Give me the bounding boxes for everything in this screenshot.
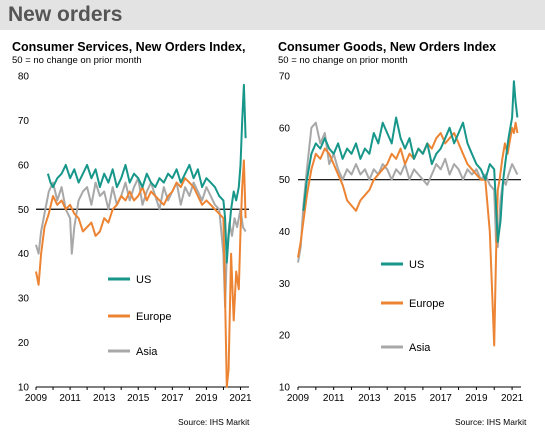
left-xtick-label: 2019 — [195, 393, 218, 404]
right-chart-title: Consumer Goods, New Orders Index — [278, 40, 497, 54]
left-ytick-label: 50 — [18, 205, 30, 216]
left-xtick-label: 2015 — [127, 393, 150, 404]
right-ytick-label: 50 — [279, 175, 291, 186]
left-legend-label-us: US — [136, 274, 151, 286]
right-xtick-label: 2013 — [358, 393, 381, 404]
left-xtick-label: 2013 — [93, 393, 116, 404]
header-bar — [0, 0, 545, 30]
left-legend-label-europe: Europe — [136, 311, 171, 323]
right-chart-source: Source: IHS Markit — [455, 417, 527, 427]
left-ytick-label: 60 — [18, 160, 30, 171]
right-series-europe — [297, 121, 519, 347]
left-xtick-label: 2021 — [229, 393, 252, 404]
left-ytick-label: 10 — [18, 383, 30, 394]
left-series-europe — [35, 159, 247, 388]
right-ytick-label: 30 — [279, 279, 291, 290]
left-ytick-label: 40 — [18, 249, 30, 260]
right-series-us — [302, 80, 519, 243]
left-xtick-label: 2009 — [25, 393, 48, 404]
right-xtick-label: 2009 — [287, 393, 310, 404]
left-legend-label-asia: Asia — [136, 346, 158, 358]
right-legend-label-us: US — [409, 259, 424, 271]
right-ytick-label: 60 — [279, 123, 291, 134]
left-ytick-label: 80 — [18, 72, 30, 83]
left-xtick-label: 2011 — [59, 393, 81, 404]
right-legend-label-asia: Asia — [409, 342, 431, 354]
right-ytick-label: 70 — [279, 72, 291, 83]
right-chart-subtitle: 50 = no change on prior month — [278, 55, 408, 66]
right-ytick-label: 20 — [279, 331, 291, 342]
right-ytick-label: 40 — [279, 227, 291, 238]
right-xtick-label: 2021 — [501, 393, 524, 404]
page-title: New orders — [8, 3, 123, 26]
left-ytick-label: 70 — [18, 116, 30, 127]
left-chart-title: Consumer Services, New Orders Index, — [12, 40, 246, 54]
right-xtick-label: 2011 — [323, 393, 345, 404]
right-xtick-label: 2015 — [394, 393, 417, 404]
right-legend-label-europe: Europe — [409, 298, 444, 310]
left-series-asia — [35, 177, 247, 308]
right-xtick-label: 2017 — [430, 393, 453, 404]
right-xtick-label: 2019 — [465, 393, 488, 404]
left-chart-source: Source: IHS Markit — [178, 417, 250, 427]
left-ytick-label: 30 — [18, 294, 30, 305]
left-series-us — [46, 83, 247, 264]
right-ytick-label: 10 — [279, 383, 291, 394]
left-chart-subtitle: 50 = no change on prior month — [12, 55, 142, 66]
left-xtick-label: 2017 — [161, 393, 184, 404]
left-ytick-label: 20 — [18, 338, 30, 349]
